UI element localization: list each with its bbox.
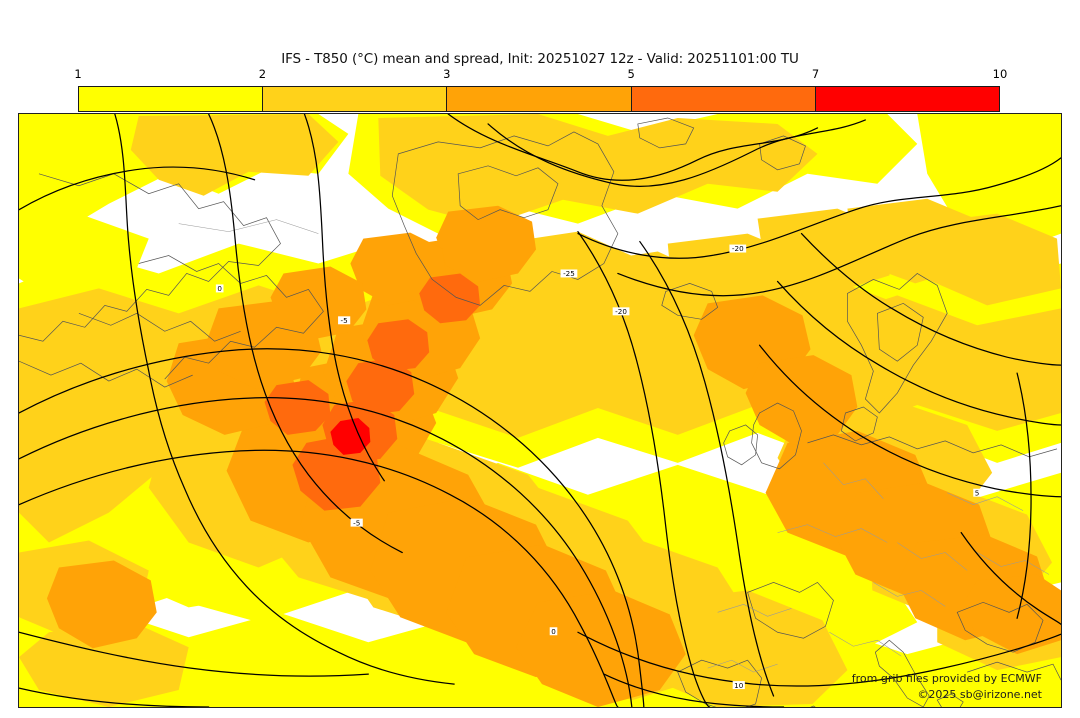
contour-label-bg <box>338 316 351 325</box>
colorbar-band-3-5 <box>446 87 631 111</box>
contour-label-bg <box>560 269 578 278</box>
contour-label-0: 0 <box>551 627 556 636</box>
country-border-layer <box>178 219 1050 673</box>
contour-label-5: 5 <box>975 488 980 497</box>
credit-copyright: ©2025 sb@irizone.net <box>917 688 1042 701</box>
contour-label-neg5: -5 <box>341 316 348 325</box>
contour-label-bg <box>612 307 630 316</box>
colorbar-tick-2: 2 <box>258 67 267 81</box>
coastline-layer <box>19 117 1061 707</box>
colorbar-band-5-7 <box>630 87 815 111</box>
map-canvas[interactable]: -25-20-200-5-501015155 <box>18 113 1062 708</box>
contour-label-bg <box>732 681 745 690</box>
contour-layer <box>19 114 1061 707</box>
contour-label-bg <box>350 518 363 527</box>
credit-source: from grib files provided by ECMWF <box>851 672 1042 685</box>
colorbar-band-7-10 <box>814 87 1000 111</box>
colorbar-tick-10: 10 <box>992 67 1008 81</box>
colorbar-container <box>78 86 1000 112</box>
colorbar <box>78 86 1000 112</box>
colorbar-tick-5: 5 <box>627 67 635 81</box>
contour-label-bg <box>729 244 747 253</box>
colorbar-tick-7: 7 <box>811 67 820 81</box>
spread-shading-layer <box>19 114 1061 707</box>
colorbar-tick-3: 3 <box>443 67 451 81</box>
contour-label-10: 10 <box>734 681 744 690</box>
spread-band-5-7 <box>264 273 481 511</box>
contour-label-layer: -25-20-200-5-501015155 <box>215 244 981 690</box>
contour-label-0: 0 <box>217 284 222 293</box>
contour-label-neg20: -20 <box>615 307 627 316</box>
colorbar-tick-labels: 1 2 3 5 7 10 <box>74 67 1007 83</box>
contour-label-bg <box>215 284 224 293</box>
contour-label-neg25: -25 <box>563 269 575 278</box>
contour-label-neg20: -20 <box>732 244 744 253</box>
spread-band-7-10 <box>330 417 371 455</box>
contour-label-bg <box>973 488 981 497</box>
colorbar-tick-1: 1 <box>74 67 82 81</box>
contour-label-bg <box>549 627 558 636</box>
map-graphic: -25-20-200-5-501015155 <box>19 114 1061 707</box>
colorbar-band-2-3 <box>262 87 447 111</box>
contour-label-neg5: -5 <box>353 518 360 527</box>
colorbar-band-1-2 <box>79 87 263 111</box>
page-title: IFS - T850 (°C) mean and spread, Init: 2… <box>281 51 799 67</box>
